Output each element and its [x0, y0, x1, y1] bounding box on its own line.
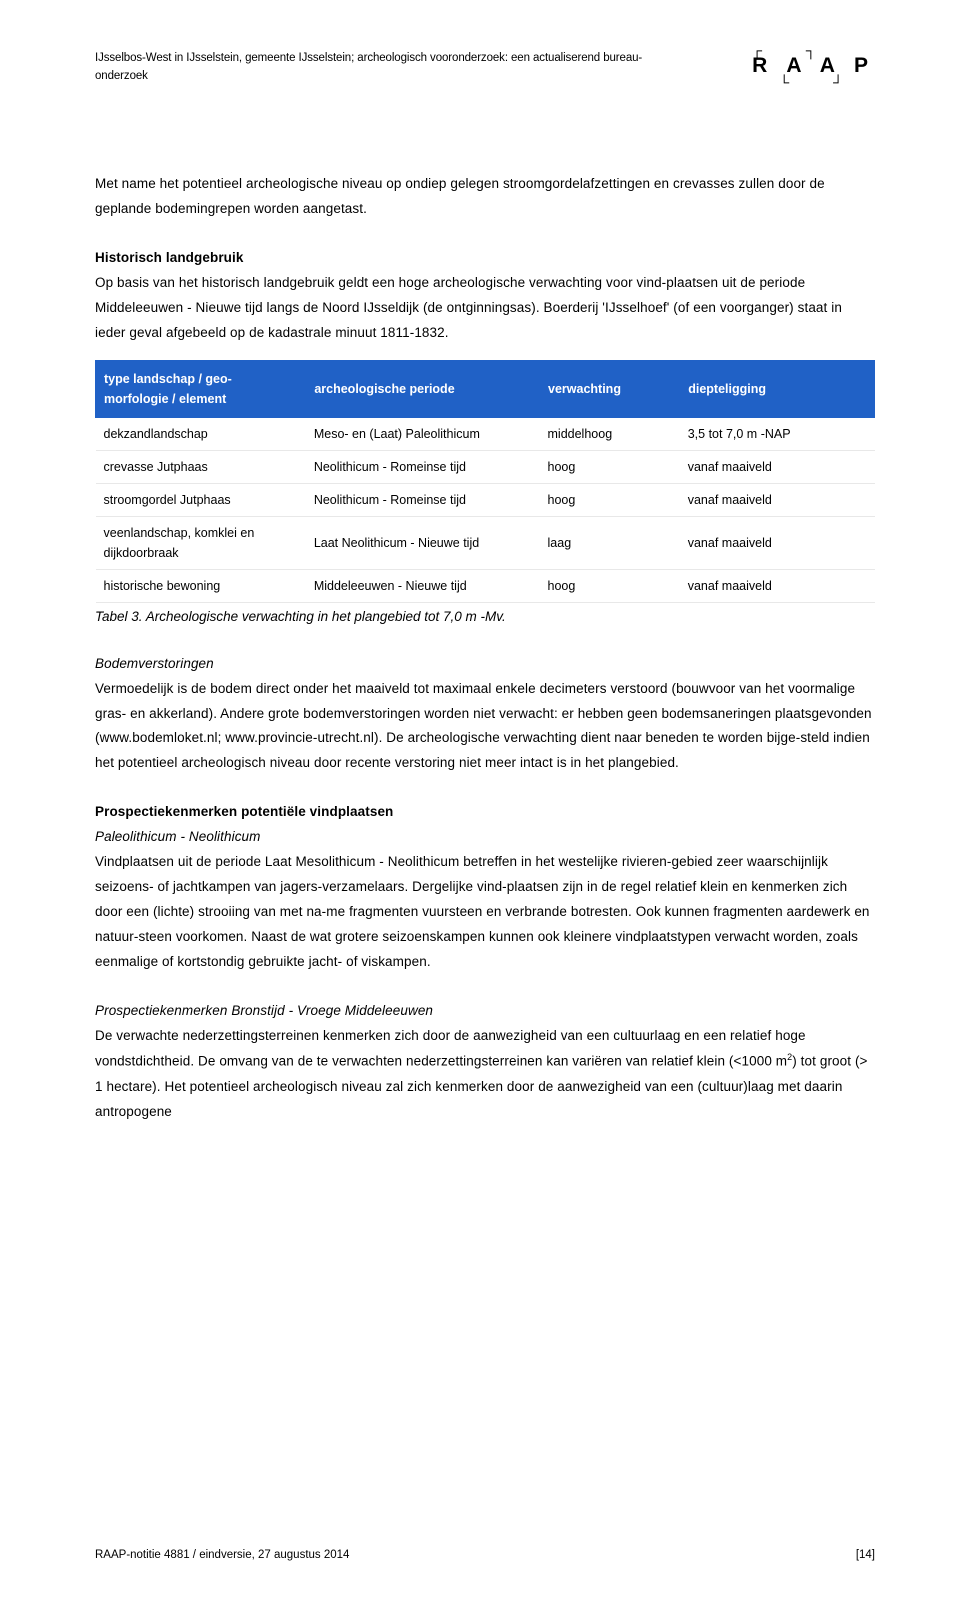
footer-page: [14]	[856, 1549, 875, 1561]
th-3: diepteligging	[680, 360, 875, 417]
table-row: veenlandschap, komklei en dijkdoorbraak …	[96, 516, 875, 569]
th-0: type landschap / geo-morfologie / elemen…	[96, 360, 306, 417]
table-row: historische bewoning Middeleeuwen - Nieu…	[96, 569, 875, 602]
subheading-brons: Prospectiekenmerken Bronstijd - Vroege M…	[95, 999, 875, 1024]
paragraph-brons: De verwachte nederzettingsterreinen kenm…	[95, 1024, 875, 1124]
paragraph-intro: Met name het potentieel archeologische n…	[95, 172, 875, 222]
header-title: IJsselbos-West in IJsselstein, gemeente …	[95, 50, 675, 86]
raap-logo: ┌ ┐ R A A P └ ┘	[752, 46, 875, 87]
page-footer: RAAP-notitie 4881 / eindversie, 27 augus…	[95, 1549, 875, 1561]
subheading-bodem: Bodemverstoringen	[95, 652, 875, 677]
footer-left: RAAP-notitie 4881 / eindversie, 27 augus…	[95, 1549, 349, 1561]
table-row: crevasse Jutphaas Neolithicum - Romeinse…	[96, 450, 875, 483]
th-2: verwachting	[540, 360, 680, 417]
page-header: IJsselbos-West in IJsselstein, gemeente …	[95, 50, 875, 87]
paragraph-historisch: Op basis van het historisch landgebruik …	[95, 271, 875, 346]
table-row: stroomgordel Jutphaas Neolithicum - Rome…	[96, 483, 875, 516]
table-row: dekzandlandschap Meso- en (Laat) Paleoli…	[96, 417, 875, 450]
paragraph-bodem: Vermoedelijk is de bodem direct onder he…	[95, 677, 875, 777]
subheading-paleo: Paleolithicum - Neolithicum	[95, 825, 875, 850]
paragraph-paleo: Vindplaatsen uit de periode Laat Mesolit…	[95, 850, 875, 975]
verwachting-table: type landschap / geo-morfologie / elemen…	[95, 360, 875, 603]
heading-prospectie: Prospectiekenmerken potentiële vindplaat…	[95, 800, 875, 825]
th-1: archeologische periode	[306, 360, 540, 417]
table-caption: Tabel 3. Archeologische verwachting in h…	[95, 605, 875, 630]
heading-historisch: Historisch landgebruik	[95, 246, 875, 271]
